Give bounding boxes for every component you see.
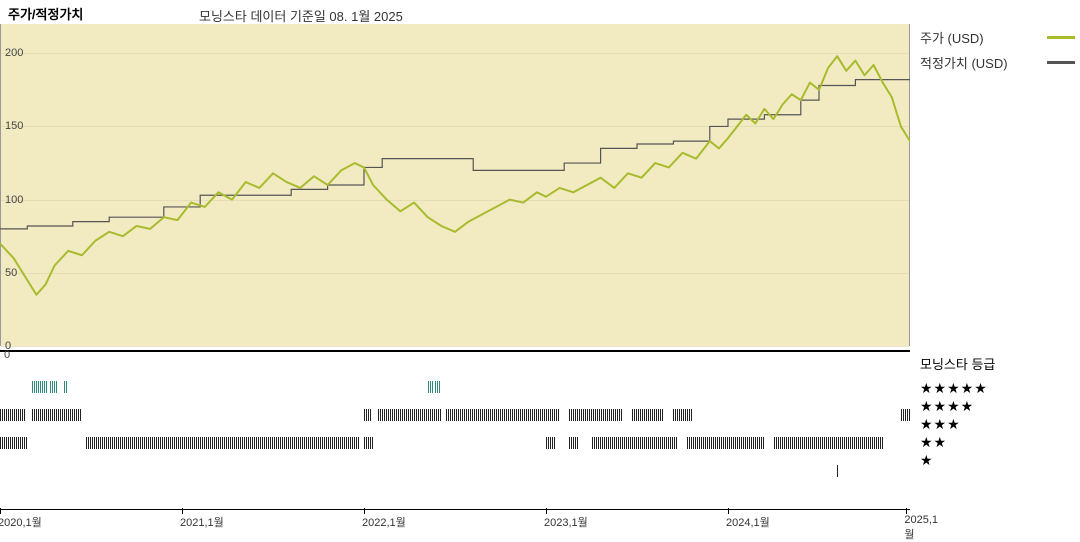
rating-bar-segment — [687, 437, 764, 449]
rating-legend: 모닝스타 등급 ★★★★★★★★★★★★★★★ — [920, 354, 1075, 469]
rating-bar-segment — [64, 381, 69, 393]
rating-bar-segment — [428, 381, 433, 393]
rating-bar-segment — [0, 409, 25, 421]
rating-bar-segment — [86, 437, 359, 449]
chart-svg — [0, 24, 910, 346]
x-tick-label: 2024,1월 — [726, 514, 770, 530]
rating-bar-segment — [364, 437, 373, 449]
legend-swatch-icon — [1047, 36, 1075, 39]
rating-bar-segment — [446, 409, 560, 421]
chart-header: 주가/적정가치 모닝스타 데이터 기준일 08. 1월 2025 — [4, 2, 1080, 22]
x-tick-label: 2020,1월 — [0, 514, 42, 530]
price-chart: 050100150200 — [0, 24, 910, 346]
rating-zero-label: 0 — [4, 349, 10, 361]
rating-bar-segment — [569, 409, 624, 421]
stars-row: ★★★★★ — [920, 379, 1075, 397]
rating-bar-segment — [0, 437, 27, 449]
legend-label: 적정가치 (USD) — [920, 53, 1043, 72]
rating-bar-segment — [774, 437, 883, 449]
rating-bar-segment — [546, 437, 555, 449]
stars-row: ★★★★ — [920, 397, 1075, 415]
legend-label: 주가 (USD) — [920, 28, 1043, 47]
rating-bar-segment — [378, 409, 442, 421]
fair-value-line — [0, 80, 910, 229]
x-tick-label: 2021,1월 — [180, 514, 224, 530]
x-tick-label: 2022,1월 — [362, 514, 406, 530]
rating-legend-title: 모닝스타 등급 — [920, 354, 1075, 373]
rating-bar-segment — [901, 409, 910, 421]
x-tick-label: 2023,1월 — [544, 514, 588, 530]
rating-panel: 0 — [0, 350, 910, 510]
chart-title: 주가/적정가치 — [8, 4, 83, 23]
rating-bar-segment — [38, 381, 47, 393]
rating-bar-segment — [569, 437, 578, 449]
rating-bar-segment — [673, 409, 691, 421]
rating-bar-segment — [50, 381, 57, 393]
rating-bar-segment — [435, 381, 440, 393]
rating-bar-segment — [632, 409, 664, 421]
rating-bar-segment — [364, 409, 371, 421]
rating-bar-segment — [32, 409, 82, 421]
stars-row: ★★★ — [920, 415, 1075, 433]
rating-bar-segment — [32, 381, 37, 393]
stars-row: ★ — [920, 451, 1075, 469]
price-line — [0, 56, 910, 295]
rating-bar-segment — [592, 437, 678, 449]
rating-bars: 0 — [0, 351, 910, 510]
x-tick-label: 2025,1월 — [904, 514, 938, 542]
x-axis-labels: 2020,1월2021,1월2022,1월2023,1월2024,1월2025,… — [0, 514, 910, 534]
stars-container: ★★★★★★★★★★★★★★★ — [920, 379, 1075, 469]
rating-bar-segment — [837, 465, 839, 477]
legend-swatch-icon — [1047, 61, 1075, 64]
chart-subtitle: 모닝스타 데이터 기준일 08. 1월 2025 — [199, 6, 403, 25]
legend-item-fairvalue: 적정가치 (USD) — [920, 53, 1075, 72]
legend-item-price: 주가 (USD) — [920, 28, 1075, 47]
chart-root: 주가/적정가치 모닝스타 데이터 기준일 08. 1월 2025 0501001… — [0, 0, 1080, 540]
chart-legend: 주가 (USD) 적정가치 (USD) — [920, 28, 1075, 78]
stars-row: ★★ — [920, 433, 1075, 451]
